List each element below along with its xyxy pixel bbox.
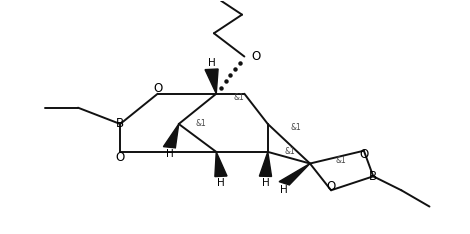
Text: H: H (165, 149, 173, 159)
Text: O: O (251, 50, 261, 63)
Text: B: B (369, 170, 377, 183)
Text: &1: &1 (335, 156, 346, 165)
Text: O: O (327, 179, 336, 193)
Text: H: H (280, 185, 288, 195)
Polygon shape (164, 124, 179, 148)
Text: &1: &1 (285, 147, 296, 156)
Polygon shape (259, 152, 272, 176)
Polygon shape (279, 164, 310, 185)
Text: H: H (262, 178, 269, 188)
Text: O: O (153, 82, 162, 95)
Text: &1: &1 (196, 120, 207, 128)
Polygon shape (205, 69, 218, 94)
Polygon shape (215, 152, 227, 177)
Text: &1: &1 (234, 93, 244, 102)
Text: H: H (208, 58, 215, 68)
Text: B: B (116, 117, 124, 131)
Text: O: O (359, 148, 368, 161)
Text: O: O (116, 150, 125, 164)
Text: &1: &1 (290, 123, 301, 132)
Text: H: H (217, 178, 225, 188)
